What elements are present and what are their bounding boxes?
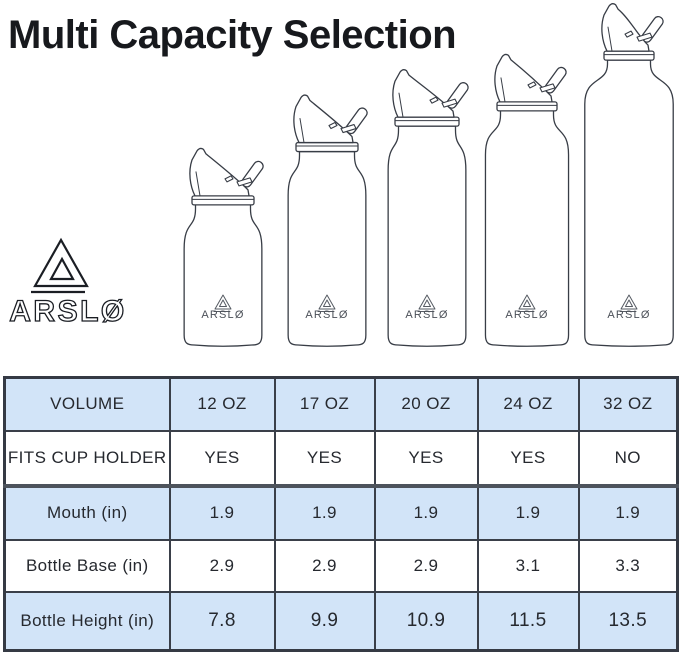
bottle-spout-line xyxy=(607,26,613,52)
bottle-band xyxy=(295,141,359,153)
spec-row-mouth_in: Mouth (in) 1.9 1.9 1.9 1.9 1.9 xyxy=(3,484,679,542)
spec-cell-base_in: 2.9 xyxy=(373,539,479,594)
spec-cell-height_in: 10.9 xyxy=(373,591,479,652)
bottle-straw-clip xyxy=(441,98,458,108)
bottle-brand-wordmark: ARSLØ xyxy=(405,309,448,321)
spec-row-label: Mouth (in) xyxy=(3,484,171,542)
bottle-illustration-17oz: ARSLØ xyxy=(287,94,368,347)
spec-cell-base_in: 3.1 xyxy=(476,539,580,594)
bottle-straw-clip xyxy=(539,83,556,93)
spec-row-label: Bottle Base (in) xyxy=(3,539,171,594)
spec-cell-fits_cup_holder: YES xyxy=(168,429,276,488)
spec-cell-fits_cup_holder: NO xyxy=(577,429,679,488)
spec-cell-volume: 24 OZ xyxy=(476,376,580,432)
page-title: Multi Capacity Selection xyxy=(8,13,457,57)
bottle-cap xyxy=(494,53,553,103)
bottle-brand-wordmark: ARSLØ xyxy=(505,309,548,321)
bottle-band xyxy=(496,101,558,112)
bottle-illustration-24oz: ARSLØ xyxy=(484,53,570,347)
bottle-straw-nub xyxy=(527,81,537,89)
bottle-spout-line xyxy=(500,77,506,103)
bottle-body xyxy=(287,150,367,347)
bottle-straw-nub xyxy=(224,175,234,183)
bottle-cap xyxy=(189,147,250,197)
spec-cell-volume: 32 OZ xyxy=(577,376,679,432)
bottle-cap xyxy=(601,2,650,52)
spec-row-label: VOLUME xyxy=(3,376,171,432)
spec-cell-mouth_in: 1.9 xyxy=(168,484,276,542)
spec-cell-height_in: 11.5 xyxy=(476,591,580,652)
bottle-straw-clip xyxy=(340,123,357,134)
spec-cell-volume: 20 OZ xyxy=(373,376,479,432)
bottle-straw-nub xyxy=(328,121,338,130)
bottle-brand-wordmark: ARSLØ xyxy=(305,309,348,321)
spec-cell-height_in: 9.9 xyxy=(273,591,376,652)
bottle-brand-logo xyxy=(619,294,638,312)
bottle-illustration-12oz: ARSLØ xyxy=(183,147,264,347)
bottle-spout-line xyxy=(195,171,201,197)
bottle-straw-clip xyxy=(636,32,653,42)
bottle-spout-line xyxy=(299,118,305,144)
bottle-straw-clip xyxy=(236,177,253,187)
spec-cell-mouth_in: 1.9 xyxy=(373,484,479,542)
bottle-straw-nub xyxy=(429,96,439,104)
bottle-band xyxy=(603,50,655,61)
spec-cell-volume: 12 OZ xyxy=(168,376,276,432)
brand-logo: ARSLØ xyxy=(9,237,127,329)
spec-cell-base_in: 2.9 xyxy=(273,539,376,594)
spec-cell-mouth_in: 1.9 xyxy=(273,484,376,542)
spec-cell-fits_cup_holder: YES xyxy=(373,429,479,488)
bottle-illustrations: ARSLØ ARSLØ ARSLØ ARSLØ ARSLØ xyxy=(183,2,674,347)
bottle-band xyxy=(191,195,255,206)
bottle-brand-wordmark: ARSLØ xyxy=(201,309,244,321)
bottle-illustration-20oz: ARSLØ xyxy=(387,69,469,347)
spec-row-volume: VOLUME 12 OZ 17 OZ 20 OZ 24 OZ 32 OZ xyxy=(3,376,679,432)
spec-row-label: FITS CUP HOLDER xyxy=(3,429,171,488)
bottle-brand-logo xyxy=(517,294,536,312)
bottle-body xyxy=(183,204,263,347)
brand-wordmark: ARSLØ xyxy=(9,295,127,328)
bottle-brand-wordmark: ARSLØ xyxy=(607,309,650,321)
bottle-body xyxy=(484,110,570,347)
spec-row-height_in: Bottle Height (in) 7.8 9.9 10.9 11.5 13.5 xyxy=(3,591,679,652)
spec-row-label: Bottle Height (in) xyxy=(3,591,171,652)
spec-cell-fits_cup_holder: YES xyxy=(273,429,376,488)
bottle-cap xyxy=(392,69,455,118)
spec-cell-volume: 17 OZ xyxy=(273,376,376,432)
bottle-body xyxy=(584,59,674,347)
bottle-band xyxy=(394,116,460,127)
spec-row-base_in: Bottle Base (in) 2.9 2.9 2.9 3.1 3.3 xyxy=(3,539,679,594)
spec-row-fits_cup_holder: FITS CUP HOLDER YES YES YES YES NO xyxy=(3,429,679,488)
bottle-body xyxy=(387,125,467,347)
spec-cell-fits_cup_holder: YES xyxy=(476,429,580,488)
spec-table: VOLUME 12 OZ 17 OZ 20 OZ 24 OZ 32 OZ FITS CUP … xyxy=(3,376,679,652)
brand-triangle-icon xyxy=(31,237,89,294)
spec-cell-mouth_in: 1.9 xyxy=(476,484,580,542)
spec-cell-height_in: 7.8 xyxy=(168,591,276,652)
bottle-brand-logo xyxy=(417,294,436,312)
bottle-illustration-32oz: ARSLØ xyxy=(584,2,674,347)
spec-cell-mouth_in: 1.9 xyxy=(577,484,679,542)
bottle-spout-line xyxy=(398,92,404,118)
bottle-cap xyxy=(293,94,354,144)
bottle-brand-logo xyxy=(317,294,336,312)
spec-cell-base_in: 2.9 xyxy=(168,539,276,594)
spec-cell-height_in: 13.5 xyxy=(577,591,679,652)
spec-cell-base_in: 3.3 xyxy=(577,539,679,594)
bottle-brand-logo xyxy=(213,294,232,312)
bottle-straw-nub xyxy=(624,30,634,38)
